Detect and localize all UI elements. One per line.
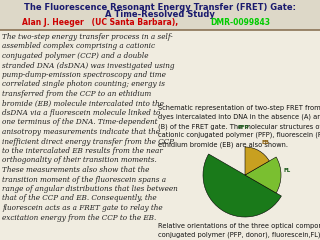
Text: transferred from the CCP to an ethidium: transferred from the CCP to an ethidium bbox=[2, 90, 151, 98]
Text: The Fluorescence Resonant Energy Transfer (FRET) Gate:: The Fluorescence Resonant Energy Transfe… bbox=[24, 3, 296, 12]
Text: correlated single photon counting; energy is: correlated single photon counting; energ… bbox=[2, 80, 165, 89]
Text: EB: EB bbox=[261, 140, 269, 145]
Wedge shape bbox=[245, 147, 269, 175]
Text: Schematic representation of two-step FRET from CCP to: Schematic representation of two-step FRE… bbox=[158, 105, 320, 111]
Text: The two-step energy transfer process in a self-: The two-step energy transfer process in … bbox=[2, 33, 173, 41]
Text: bromide (EB) molecule intercalated into the: bromide (EB) molecule intercalated into … bbox=[2, 100, 164, 108]
Bar bbox=[0, 0, 320, 30]
Text: dyes intercalated into DNA in the absence (A) and presence: dyes intercalated into DNA in the absenc… bbox=[158, 114, 320, 120]
Text: (B) of the FRET gate. The molecular structures of the: (B) of the FRET gate. The molecular stru… bbox=[158, 123, 320, 130]
Text: stranded DNA (dsDNA) was investigated using: stranded DNA (dsDNA) was investigated us… bbox=[2, 61, 174, 70]
Text: Relative orientations of the three optical components:: Relative orientations of the three optic… bbox=[158, 223, 320, 229]
Text: assembled complex comprising a cationic: assembled complex comprising a cationic bbox=[2, 42, 155, 50]
Text: one terminus of the DNA. Time-dependent: one terminus of the DNA. Time-dependent bbox=[2, 119, 157, 126]
Text: dsDNA via a fluorescein molecule linked to: dsDNA via a fluorescein molecule linked … bbox=[2, 109, 160, 117]
Text: anisotropy measurements indicate that the: anisotropy measurements indicate that th… bbox=[2, 128, 160, 136]
Text: range of angular distributions that lies between: range of angular distributions that lies… bbox=[2, 185, 178, 193]
Text: excitation energy from the CCP to the EB.: excitation energy from the CCP to the EB… bbox=[2, 214, 156, 222]
Text: transition moment of the fluorescein spans a: transition moment of the fluorescein spa… bbox=[2, 175, 166, 184]
Text: These measurements also show that the: These measurements also show that the bbox=[2, 166, 149, 174]
Text: that of the CCP and EB. Consequently, the: that of the CCP and EB. Consequently, th… bbox=[2, 194, 156, 203]
Text: cationic conjugated polymer (PFP), fluorescein (FL) and: cationic conjugated polymer (PFP), fluor… bbox=[158, 132, 320, 138]
Wedge shape bbox=[203, 154, 281, 217]
Text: ethidium bromide (EB) are also shown.: ethidium bromide (EB) are also shown. bbox=[158, 141, 288, 148]
Text: DMR-0099843: DMR-0099843 bbox=[210, 18, 270, 27]
Text: FL: FL bbox=[283, 168, 290, 173]
Text: conjugated polymer (CCP) and a double: conjugated polymer (CCP) and a double bbox=[2, 52, 148, 60]
Text: orthogonality of their transition moments.: orthogonality of their transition moment… bbox=[2, 156, 157, 164]
Wedge shape bbox=[245, 157, 281, 193]
Text: PFP: PFP bbox=[237, 125, 249, 130]
Text: A Time-Resolved Study: A Time-Resolved Study bbox=[105, 10, 215, 19]
Text: pump-dump-emission spectroscopy and time: pump-dump-emission spectroscopy and time bbox=[2, 71, 166, 79]
Text: to the intercalated EB results from the near: to the intercalated EB results from the … bbox=[2, 147, 163, 155]
Text: fluorescein acts as a FRET gate to relay the: fluorescein acts as a FRET gate to relay… bbox=[2, 204, 163, 212]
Text: inefficient direct energy transfer from the CCP: inefficient direct energy transfer from … bbox=[2, 138, 174, 145]
Text: conjugated polymer (PFP, donor), fluorescein,FL): conjugated polymer (PFP, donor), fluores… bbox=[158, 232, 320, 238]
Text: Alan J. Heeger   (UC Santa Barbara),: Alan J. Heeger (UC Santa Barbara), bbox=[22, 18, 178, 27]
